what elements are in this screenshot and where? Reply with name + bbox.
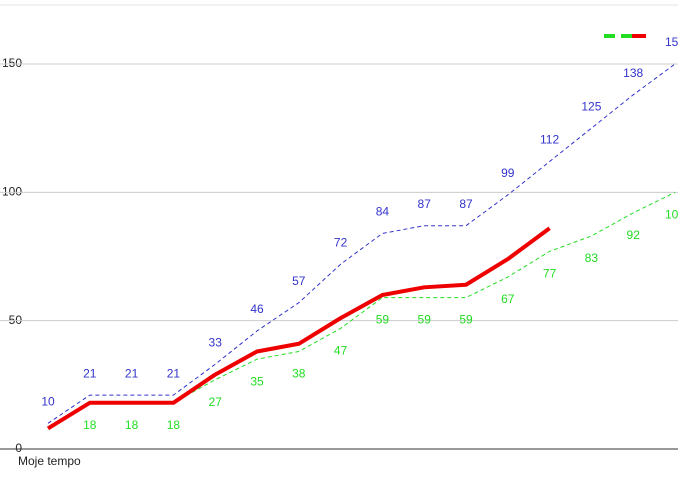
y-tick-label: 150: [2, 56, 22, 70]
data-label: 72: [334, 235, 348, 249]
data-label: 47: [334, 344, 348, 358]
data-label: 18: [167, 418, 181, 432]
data-label: 150: [665, 35, 678, 49]
data-label: 59: [418, 313, 432, 327]
data-label: 100: [665, 208, 678, 222]
data-label: 59: [376, 313, 390, 327]
data-label: 77: [543, 267, 557, 281]
data-label: 21: [167, 366, 181, 380]
y-tick-label: 100: [2, 185, 22, 199]
data-label: 138: [623, 66, 643, 80]
x-axis-label: Moje tempo: [18, 454, 81, 468]
data-label: 21: [125, 366, 139, 380]
data-label: 87: [459, 197, 473, 211]
data-label: 92: [627, 228, 641, 242]
series-line: [46, 226, 551, 431]
data-label: 35: [250, 374, 264, 388]
data-label: 33: [209, 335, 223, 349]
data-label: 57: [292, 274, 306, 288]
data-label: 46: [250, 302, 264, 316]
data-label: 99: [501, 166, 515, 180]
data-label: 87: [418, 197, 432, 211]
y-tick-label: 0: [15, 441, 22, 455]
data-label: 21: [83, 366, 97, 380]
series-line: [47, 63, 676, 424]
data-label: 10: [41, 395, 55, 409]
data-label: 125: [581, 99, 601, 113]
data-label: 27: [209, 395, 223, 409]
series-line: [47, 191, 676, 429]
data-label: 112: [540, 133, 559, 147]
data-label: 38: [292, 367, 306, 381]
data-label: 84: [376, 205, 390, 219]
data-label: 18: [125, 418, 139, 432]
data-label: 59: [459, 313, 473, 327]
data-label: 18: [83, 418, 97, 432]
data-label: 83: [585, 251, 599, 265]
y-tick-label: 50: [9, 313, 23, 327]
data-label: 67: [501, 292, 515, 306]
